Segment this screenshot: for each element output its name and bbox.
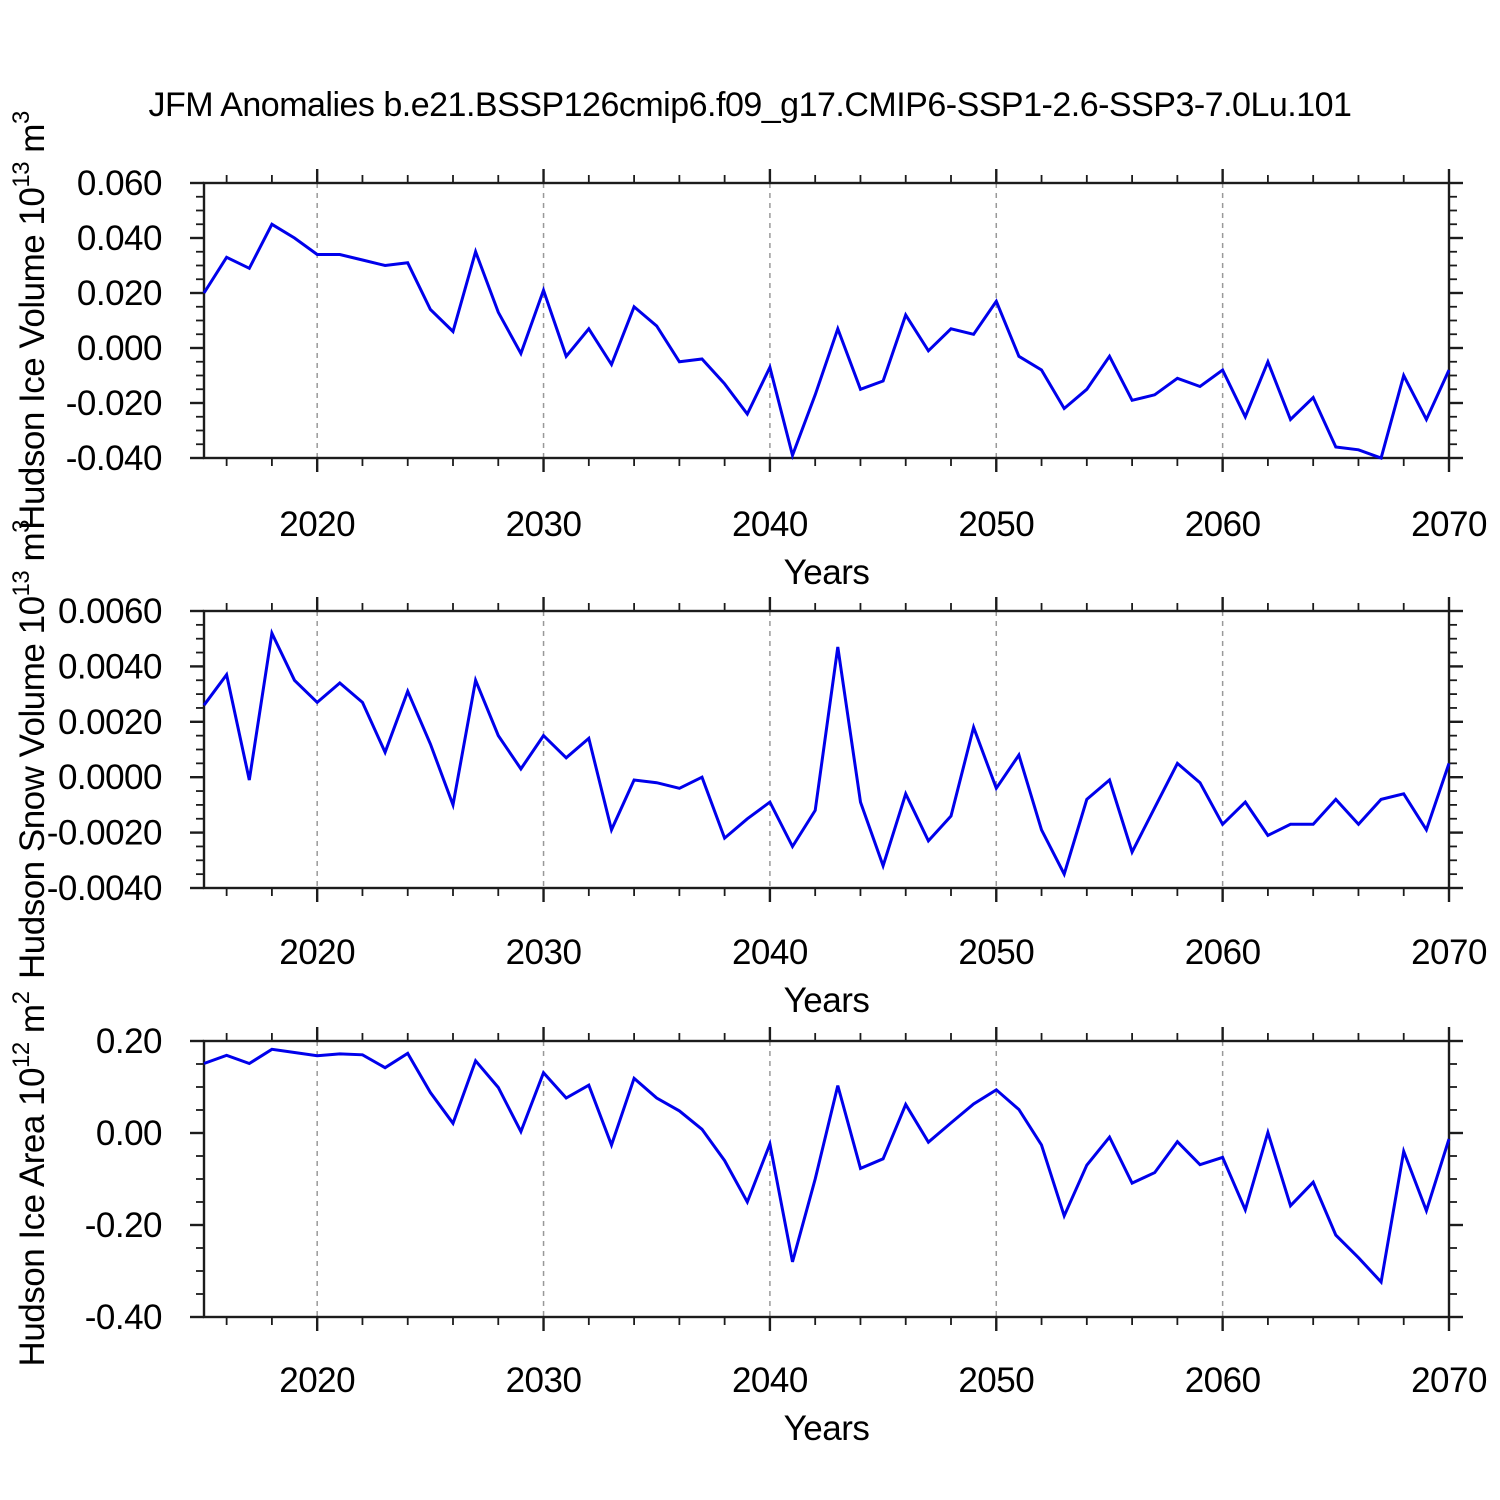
x-tick-label: 2070 [1411,505,1487,544]
grid-lines [316,183,1224,458]
y-tick-label: 0.040 [77,219,162,258]
y-tick-label: -0.0040 [47,869,162,908]
x-tick-label: 2060 [1185,933,1261,972]
y-tick-label: 0.000 [77,329,162,368]
x-tick-label: 2020 [279,1361,355,1400]
plot-frame [202,1039,1451,1319]
y-tick-label: -0.020 [66,384,162,423]
y-axis-title: Hudson Ice Area 1012 m2 [8,991,52,1366]
y-tick-label: 0.0000 [58,758,162,797]
x-tick-label: 2070 [1411,933,1487,972]
grid-lines [316,611,1224,888]
figure-title: JFM Anomalies b.e21.BSSP126cmip6.f09_g17… [148,86,1352,124]
x-tick-label: 2040 [732,505,808,544]
x-axis-title: Years [784,553,870,592]
panel-hudson-ice-volume: 2020 2030 2040 2050 2060 2070 -0.040 -0.020 0.00… [8,111,1487,592]
y-tick-label: 0.060 [77,164,162,203]
y-tick-label: 0.0020 [58,703,162,742]
y-axis-title: Hudson Ice Volume 1013 m3 [8,111,52,530]
y-tick-label: 0.00 [96,1114,162,1153]
x-tick-label: 2060 [1185,1361,1261,1400]
x-tick-label: 2050 [958,933,1034,972]
x-tick-label: 2020 [279,933,355,972]
x-tick-labels: 2020 2030 2040 2050 2060 2070 [279,505,1487,544]
y-tick-labels: -0.40 -0.20 0.00 0.20 [85,1022,163,1337]
y-tick-label: 0.0040 [58,647,162,686]
y-tick-label: 0.020 [77,274,162,313]
x-tick-label: 2070 [1411,1361,1487,1400]
y-ticks [190,1039,1463,1319]
y-tick-label: 0.20 [96,1022,162,1061]
y-tick-labels: -0.040 -0.020 0.000 0.020 0.040 0.060 [66,164,163,478]
x-tick-label: 2020 [279,505,355,544]
panel-hudson-snow-volume: 2020 2030 2040 2050 2060 2070 -0.0040 -0.0020 0.… [8,520,1487,1020]
x-tick-label: 2030 [506,1361,582,1400]
y-axis-title: Hudson Snow Volume 1013 m3 [8,520,52,979]
x-tick-labels: 2020 2030 2040 2050 2060 2070 [279,933,1487,972]
x-tick-labels: 2020 2030 2040 2050 2060 2070 [279,1361,1487,1400]
x-axis-title: Years [784,1409,870,1448]
y-tick-label: -0.0020 [47,814,162,853]
x-tick-label: 2060 [1185,505,1261,544]
panel-hudson-ice-area: 2020 2030 2040 2050 2060 2070 -0.40 -0.20 0.00 0.… [8,991,1487,1448]
x-ticks [225,1027,1451,1331]
x-tick-label: 2040 [732,933,808,972]
grid-lines [316,1041,1224,1317]
x-ticks [225,169,1451,472]
y-tick-label: -0.40 [85,1298,162,1337]
x-axis-title: Years [784,981,870,1020]
y-tick-label: -0.040 [66,439,162,478]
x-ticks [225,597,1451,902]
x-tick-label: 2050 [958,1361,1034,1400]
hudson-snow-volume-series-line [202,628,1451,879]
x-tick-label: 2030 [506,933,582,972]
plot-frame [202,181,1451,460]
x-tick-label: 2050 [958,505,1034,544]
x-tick-label: 2040 [732,1361,808,1400]
y-ticks [190,609,1463,890]
hudson-ice-volume-series-line [202,222,1451,461]
y-tick-label: 0.0060 [58,592,162,631]
x-tick-label: 2030 [506,505,582,544]
y-ticks [190,181,1463,460]
plot-frame [202,609,1451,890]
hudson-ice-area-series-line [203,1047,1451,1286]
y-tick-label: -0.20 [85,1206,162,1245]
y-tick-labels: -0.0040 -0.0020 0.0000 0.0020 0.0040 0.0060 [47,592,163,908]
